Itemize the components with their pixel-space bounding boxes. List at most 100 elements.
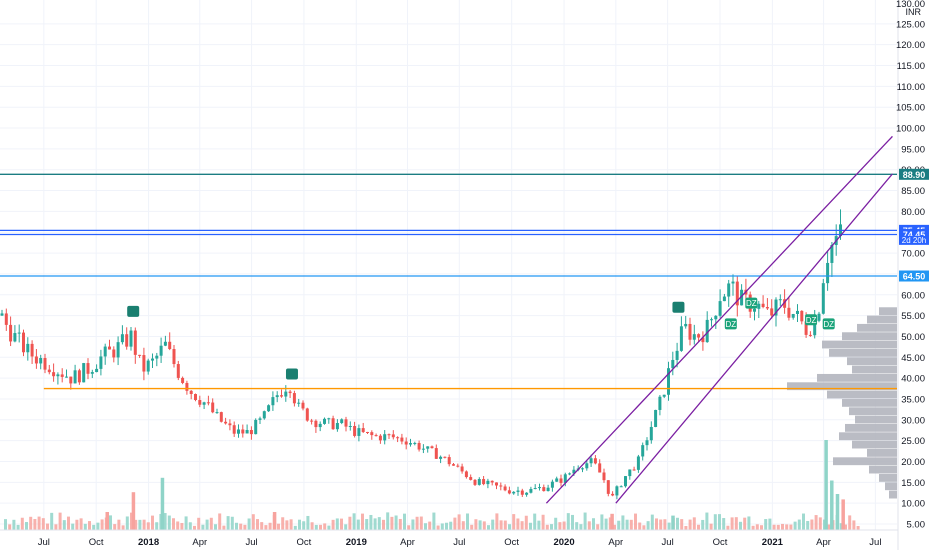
volume-bar	[806, 520, 810, 530]
volume-bar	[789, 524, 793, 530]
volume-bar	[218, 513, 222, 530]
candle-body	[710, 319, 713, 321]
candle-body	[241, 429, 245, 434]
volume-bar	[4, 519, 7, 530]
signal-marker: DZ	[805, 314, 818, 326]
volume-bar	[160, 477, 165, 530]
volume-bar	[58, 512, 62, 530]
x-tick-label: Oct	[89, 537, 104, 548]
volume-profile-bar	[867, 448, 897, 457]
volume-bar	[75, 519, 79, 530]
price-tag-label: 64.50	[903, 272, 926, 282]
volume-bar	[256, 519, 259, 530]
candle-body	[215, 412, 219, 414]
price-tag: 74.45	[899, 229, 929, 241]
volume-bar	[151, 515, 154, 530]
candle-body	[456, 465, 460, 467]
y-tick-label: 15.00	[901, 478, 925, 489]
candle-body	[679, 326, 683, 351]
volume-bar	[432, 512, 436, 530]
volume-bar	[566, 513, 570, 530]
volume-bar	[474, 519, 478, 530]
candle-body	[568, 473, 572, 475]
volume-bar	[131, 492, 136, 530]
candle-body	[310, 420, 314, 422]
volume-bar	[361, 513, 364, 530]
candle-body	[327, 418, 331, 420]
signal-marker	[127, 305, 140, 317]
volume-profile-bar	[852, 440, 897, 449]
channel-trendline	[615, 173, 893, 504]
candle-body	[667, 368, 670, 395]
signal-marker-box	[745, 297, 758, 309]
volume-bar	[764, 519, 768, 530]
volume-bar	[747, 516, 751, 530]
candle-body	[318, 423, 322, 428]
candle-body	[765, 307, 769, 309]
y-tick-label: 100.00	[896, 124, 925, 135]
signal-marker: DZ	[724, 318, 737, 330]
volume-bar	[587, 521, 591, 530]
volume-bar	[671, 515, 675, 530]
volume-profile-bar	[829, 348, 897, 357]
volume-bar	[634, 513, 637, 530]
candle-body	[598, 463, 602, 473]
volume-bar	[499, 520, 503, 530]
volume-bar	[407, 525, 411, 530]
volume-bar	[520, 521, 524, 530]
candle-body	[370, 432, 374, 436]
candle-body	[86, 363, 90, 374]
candle-body	[103, 346, 107, 357]
candle-body	[611, 493, 615, 496]
candle-body	[606, 480, 610, 494]
candle-body	[22, 332, 25, 353]
candle-body	[335, 423, 339, 430]
candle-body	[146, 360, 150, 372]
volume-bar	[575, 522, 579, 530]
volume-bar	[793, 521, 797, 530]
volume-profile-bar	[869, 465, 897, 474]
candle-body	[602, 472, 606, 481]
volume-profile-bar	[817, 373, 897, 382]
x-tick-label: Apr	[192, 537, 207, 548]
candle-body	[163, 341, 167, 346]
volume-bar	[356, 519, 360, 530]
candle-body	[404, 441, 408, 445]
candle-body	[348, 426, 352, 428]
x-tick-label: Oct	[504, 537, 519, 548]
y-tick-label: 85.00	[901, 186, 925, 197]
volume-bar	[314, 524, 318, 530]
volume-bar	[617, 520, 621, 530]
candle-body	[228, 423, 232, 426]
volume-profile-bar	[827, 390, 897, 399]
volume-profile-bar	[833, 457, 897, 466]
volume-bar	[176, 521, 180, 530]
candle-body	[168, 341, 172, 350]
candle-body	[112, 349, 116, 358]
candle-body	[473, 479, 477, 485]
candle-body	[533, 488, 537, 490]
price-tag-box	[899, 270, 929, 282]
volume-bar	[394, 515, 398, 530]
candle-body	[340, 419, 344, 424]
volume-bar	[487, 525, 490, 530]
signal-marker-box	[805, 314, 818, 326]
volume-bar	[37, 516, 41, 530]
volume-bar	[604, 518, 608, 530]
volume-bar	[730, 517, 734, 530]
candle-body	[770, 308, 774, 316]
y-tick-label: 130.00	[896, 0, 925, 10]
candle-body	[125, 334, 129, 347]
signal-marker	[285, 368, 298, 380]
candle-body	[189, 390, 193, 395]
volume-bar	[419, 516, 423, 530]
candle-body	[181, 377, 185, 383]
candle-body	[813, 320, 817, 336]
candle-body	[658, 396, 662, 410]
candle-body	[409, 443, 412, 445]
volume-bar	[382, 519, 385, 530]
volume-profile-bar	[822, 340, 897, 349]
candle-body	[288, 391, 292, 394]
